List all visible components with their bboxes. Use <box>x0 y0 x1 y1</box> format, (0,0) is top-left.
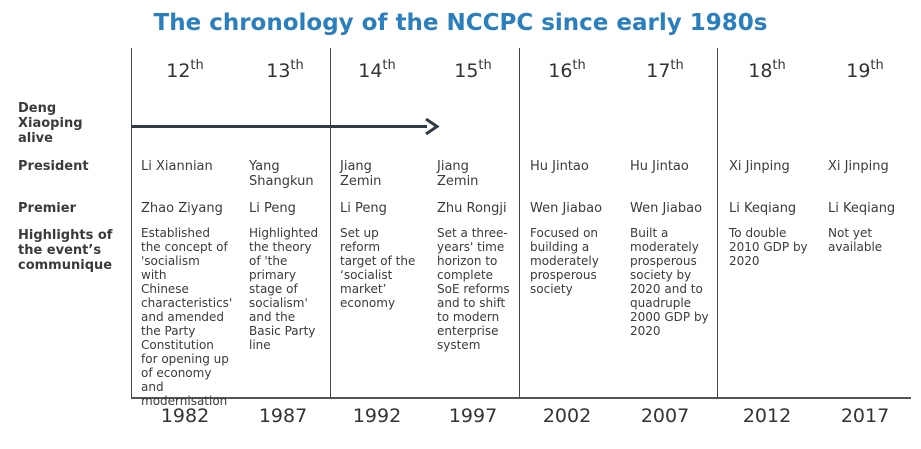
year-label: 2012 <box>742 405 792 427</box>
president-cell: Jiang Zemin <box>340 159 382 189</box>
row-label-president: President <box>18 159 89 174</box>
congress-header: 16th <box>548 58 586 82</box>
president-cell: Yang Shangkun <box>249 159 314 189</box>
premier-cell: Li Peng <box>249 201 296 216</box>
premier-cell: Li Keqiang <box>729 201 797 216</box>
column-divider <box>717 48 718 398</box>
president-cell: Hu Jintao <box>530 159 589 174</box>
year-label: 1997 <box>448 405 498 427</box>
page-title: The chronology of the NCCPC since early … <box>153 10 768 36</box>
year-label: 2007 <box>640 405 690 427</box>
premier-cell: Li Keqiang <box>828 201 896 216</box>
highlight-cell: To double 2010 GDP by 2020 <box>729 226 808 268</box>
premier-cell: Wen Jiabao <box>630 201 703 216</box>
congress-header: 17th <box>646 58 684 82</box>
president-cell: Jiang Zemin <box>437 159 479 189</box>
premier-cell: Wen Jiabao <box>530 201 603 216</box>
congress-header: 12th <box>166 58 204 82</box>
column-divider <box>519 48 520 398</box>
premier-cell: Li Peng <box>340 201 387 216</box>
highlight-cell: Set up reform target of the ‘socialist m… <box>340 226 416 310</box>
timeline-baseline <box>131 397 911 399</box>
highlight-cell: Highlighted the theory of 'the primary s… <box>249 226 319 352</box>
highlight-cell: Not yet available <box>828 226 883 254</box>
congress-header: 19th <box>846 58 884 82</box>
row-label-deng: Deng Xiaoping alive <box>18 101 83 146</box>
highlight-cell: Established the concept of 'socialism wi… <box>141 226 233 408</box>
row-label-highlights: Highlights of the event’s communique <box>18 228 113 273</box>
year-label: 1982 <box>160 405 210 427</box>
highlight-cell: Focused on building a moderately prosper… <box>530 226 599 296</box>
highlight-cell: Built a moderately prosperous society by… <box>630 226 709 338</box>
congress-header: 14th <box>358 58 396 82</box>
president-cell: Xi Jinping <box>828 159 889 174</box>
highlight-cell: Set a three- years' time horizon to comp… <box>437 226 510 352</box>
column-divider <box>131 48 132 398</box>
premier-cell: Zhu Rongji <box>437 201 507 216</box>
year-label: 1992 <box>352 405 402 427</box>
congress-header: 18th <box>748 58 786 82</box>
president-cell: Hu Jintao <box>630 159 689 174</box>
year-label: 1987 <box>258 405 308 427</box>
congress-header: 15th <box>454 58 492 82</box>
row-label-premier: Premier <box>18 201 76 216</box>
president-cell: Li Xiannian <box>141 159 213 174</box>
year-label: 2017 <box>840 405 890 427</box>
premier-cell: Zhao Ziyang <box>141 201 223 216</box>
congress-header: 13th <box>266 58 304 82</box>
year-label: 2002 <box>542 405 592 427</box>
deng-alive-arrow <box>131 125 427 128</box>
arrow-head-icon <box>425 118 440 135</box>
column-divider <box>330 48 331 398</box>
president-cell: Xi Jinping <box>729 159 790 174</box>
